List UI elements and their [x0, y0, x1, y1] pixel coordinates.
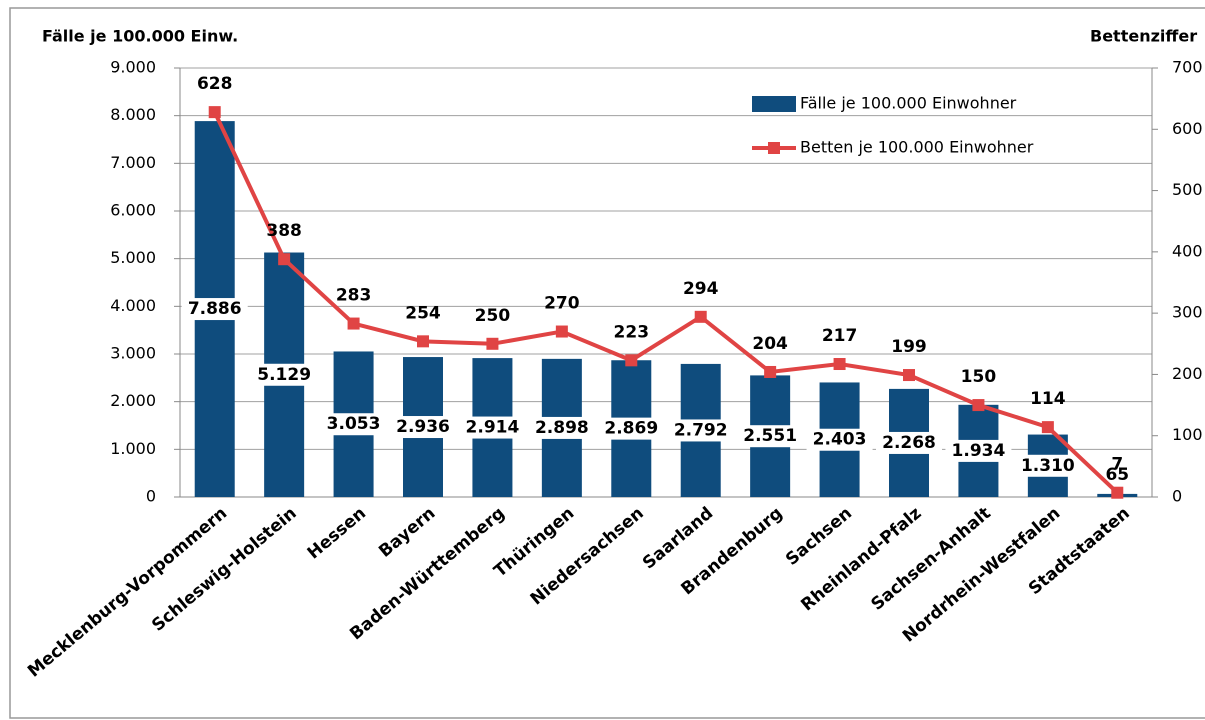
y2-tick-label: 700	[1172, 58, 1203, 77]
line-marker	[486, 337, 499, 350]
legend-label: Betten je 100.000 Einwohner	[800, 138, 1034, 157]
y2-tick-label: 400	[1172, 241, 1203, 260]
value-label: 270	[544, 294, 580, 314]
y-tick-label: 3.000	[110, 344, 156, 363]
legend-swatch	[768, 142, 780, 154]
value-label: 7.886	[188, 299, 242, 319]
value-label: 283	[336, 286, 372, 306]
y-axis-title: Fälle je 100.000 Einw.	[42, 27, 238, 46]
value-label-bg	[598, 417, 665, 440]
value-label: 217	[822, 326, 858, 346]
value-label: 250	[475, 306, 511, 326]
value-label-bg	[181, 298, 248, 321]
value-label-bg	[1014, 454, 1081, 477]
y2-axis-title: Bettenziffer	[1090, 27, 1197, 46]
value-label: 114	[1030, 389, 1066, 409]
value-label-bg	[806, 428, 873, 451]
y2-tick-label: 100	[1172, 425, 1203, 444]
value-label: 628	[197, 74, 233, 94]
y-tick-label: 6.000	[110, 201, 156, 220]
value-label-bg	[251, 363, 318, 386]
line-marker	[555, 325, 568, 338]
value-label: 388	[266, 221, 302, 241]
line-marker	[1111, 486, 1124, 499]
value-label-bg	[737, 425, 804, 448]
value-label: 2.914	[466, 418, 520, 438]
value-label: 1.310	[1021, 456, 1075, 476]
y-tick-label: 8.000	[110, 105, 156, 124]
value-label: 254	[405, 303, 441, 323]
value-label-bg	[945, 439, 1012, 462]
value-label: 2.403	[813, 430, 867, 450]
line-marker	[417, 335, 429, 348]
value-label: 65	[1105, 465, 1129, 485]
y-tick-label: 2.000	[110, 391, 156, 410]
value-label: 294	[683, 279, 719, 299]
value-label-bg	[459, 416, 526, 439]
line	[212, 111, 1119, 495]
value-label: 1.934	[952, 441, 1006, 461]
value-label-bg	[876, 431, 942, 454]
y-tick-label: 7.000	[110, 153, 156, 172]
value-label-bg	[528, 416, 595, 439]
line-marker	[764, 365, 777, 378]
line-marker	[1041, 421, 1054, 434]
y2-tick-label: 500	[1172, 180, 1203, 199]
value-label: 2.551	[743, 426, 797, 446]
line-marker	[347, 317, 360, 330]
value-label-bg	[667, 419, 734, 442]
line-marker	[625, 354, 638, 367]
line-marker	[694, 310, 707, 323]
value-label-bg	[1084, 464, 1151, 486]
value-label: 204	[752, 334, 788, 354]
value-label: 2.268	[882, 433, 936, 453]
value-label: 2.869	[604, 419, 658, 439]
y-tick-label: 4.000	[110, 296, 156, 315]
y-tick-label: 5.000	[110, 248, 156, 267]
value-label-bg	[320, 413, 387, 436]
value-label: 199	[891, 337, 927, 357]
line-marker	[278, 253, 291, 266]
value-label: 5.129	[257, 365, 311, 385]
value-label: 2.898	[535, 418, 589, 438]
y2-tick-label: 200	[1172, 364, 1203, 383]
value-label: 2.792	[674, 420, 728, 440]
legend-swatch	[752, 96, 796, 112]
legend-label: Fälle je 100.000 Einwohner	[800, 94, 1017, 113]
y2-tick-label: 0	[1172, 487, 1182, 506]
y-tick-label: 9.000	[110, 58, 156, 77]
value-label: 2.936	[396, 417, 450, 437]
y2-tick-label: 300	[1172, 303, 1203, 322]
value-label: 3.053	[327, 414, 381, 434]
y-tick-label: 0	[146, 487, 156, 506]
line-marker	[903, 369, 915, 382]
line-marker	[208, 106, 221, 119]
value-label: 223	[614, 322, 650, 342]
y-tick-label: 1.000	[110, 439, 156, 458]
y2-tick-label: 600	[1172, 119, 1203, 138]
line-marker	[833, 358, 846, 371]
value-label: 7	[1111, 455, 1123, 475]
value-label: 150	[961, 367, 997, 387]
line-marker	[972, 399, 985, 412]
value-label-bg	[390, 416, 456, 439]
